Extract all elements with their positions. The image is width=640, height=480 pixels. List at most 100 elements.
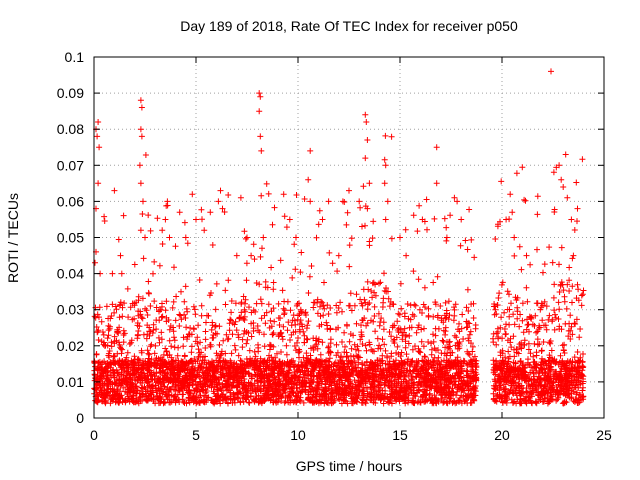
background-data-point — [547, 338, 554, 344]
background-data-point — [351, 377, 358, 384]
background-data-point — [246, 399, 253, 406]
background-data-point — [333, 341, 340, 348]
background-data-point — [430, 338, 437, 345]
background-data-point — [574, 218, 580, 225]
background-data-point — [491, 301, 498, 307]
background-data-point — [468, 340, 474, 347]
background-data-point — [381, 156, 388, 163]
background-data-point — [198, 312, 205, 319]
background-data-point — [290, 364, 297, 371]
background-data-point — [262, 278, 269, 285]
background-data-point — [353, 291, 360, 298]
background-data-point — [250, 241, 257, 248]
background-data-point — [546, 312, 553, 319]
background-data-point — [289, 372, 295, 379]
background-data-point — [566, 277, 573, 284]
background-data-point — [519, 317, 526, 324]
background-data-point — [351, 302, 358, 309]
background-data-point — [270, 286, 277, 293]
background-data-point — [181, 353, 188, 360]
background-data-point — [388, 350, 395, 357]
background-data-point — [532, 312, 539, 319]
background-data-point — [115, 236, 122, 243]
background-data-point — [181, 219, 188, 226]
background-data-point — [321, 279, 327, 286]
background-data-point — [380, 326, 387, 333]
background-data-point — [265, 301, 272, 308]
background-data-point — [365, 286, 372, 293]
background-data-point — [316, 207, 323, 214]
background-data-point — [284, 298, 291, 305]
background-data-point — [534, 211, 541, 218]
background-data-point — [172, 392, 179, 399]
background-data-point — [159, 313, 166, 320]
background-data-point — [317, 351, 324, 358]
background-data-point — [230, 390, 237, 397]
background-data-point — [326, 355, 333, 362]
background-data-point — [129, 316, 136, 323]
background-data-point — [261, 343, 268, 350]
background-data-point — [169, 304, 176, 311]
background-data-point — [225, 192, 232, 198]
background-data-point — [204, 312, 210, 319]
background-data-point — [451, 332, 458, 339]
background-data-point — [279, 336, 286, 343]
background-data-point — [424, 383, 431, 389]
background-data-point — [150, 270, 156, 277]
background-data-point — [339, 339, 345, 345]
background-data-point — [523, 284, 530, 291]
background-data-point — [362, 222, 368, 229]
background-data-point — [181, 311, 188, 318]
background-data-point — [218, 351, 225, 358]
background-data-point — [416, 202, 423, 209]
background-data-point — [508, 344, 515, 351]
background-data-point — [283, 224, 290, 231]
background-data-point — [142, 152, 149, 158]
background-data-point — [527, 261, 534, 268]
background-data-point — [518, 345, 525, 352]
background-data-point — [506, 321, 513, 328]
background-data-point — [511, 252, 518, 259]
background-data-point — [228, 298, 235, 304]
background-data-point — [255, 344, 262, 351]
background-data-point — [112, 303, 119, 310]
background-data-point — [562, 151, 569, 158]
background-data-point — [566, 288, 573, 294]
background-data-point — [178, 288, 184, 295]
background-data-point — [445, 298, 452, 305]
background-data-point — [271, 204, 278, 211]
background-data-point — [292, 266, 299, 273]
background-data-point — [243, 340, 250, 347]
background-data-point — [398, 305, 405, 312]
background-data-point — [189, 191, 196, 198]
background-data-point — [288, 322, 295, 329]
background-data-point — [209, 319, 216, 326]
background-data-point — [233, 327, 240, 334]
background-data-point — [139, 211, 146, 217]
background-data-point — [381, 341, 388, 348]
background-data-point — [265, 190, 272, 197]
background-data-point — [170, 298, 177, 305]
background-data-point — [530, 353, 537, 360]
background-data-point — [362, 342, 369, 349]
background-data-point — [232, 346, 239, 353]
background-data-point — [579, 156, 586, 163]
background-data-point — [166, 351, 173, 358]
background-data-point — [502, 354, 509, 361]
background-data-point — [346, 263, 353, 270]
background-data-point — [301, 332, 308, 339]
background-data-point — [412, 302, 419, 309]
background-data-point — [571, 227, 578, 233]
background-data-point — [463, 324, 470, 331]
background-data-point — [308, 263, 315, 269]
background-data-point — [413, 329, 420, 336]
background-data-point — [359, 223, 365, 230]
background-data-point — [348, 307, 355, 314]
background-data-point — [459, 311, 466, 318]
background-data-point — [524, 298, 531, 305]
background-data-point — [182, 283, 189, 290]
background-data-point — [281, 307, 288, 314]
background-data-point — [405, 399, 411, 406]
background-data-point — [190, 303, 197, 310]
background-data-point — [465, 308, 472, 314]
